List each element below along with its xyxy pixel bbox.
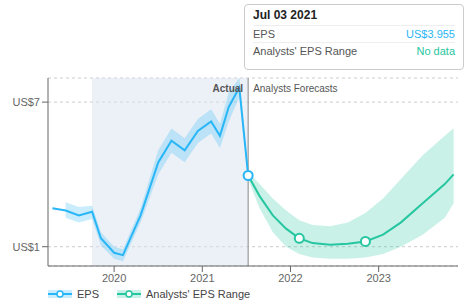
svg-text:2023: 2023 <box>366 272 390 284</box>
svg-text:US$1: US$1 <box>12 241 40 253</box>
html-text:EPS: EPS <box>77 288 99 300</box>
html-text:Jul 03 2021: Jul 03 2021 <box>253 8 318 22</box>
html-text:EPS: EPS <box>253 28 275 40</box>
html-text:No data: No data <box>416 45 455 57</box>
html-text:Analysts' EPS Range: Analysts' EPS Range <box>253 45 358 57</box>
html-text:Analysts' EPS Range: Analysts' EPS Range <box>146 288 251 300</box>
svg-text:US$7: US$7 <box>12 96 40 108</box>
svg-text:Actual: Actual <box>213 83 244 94</box>
html-text:US$3.955: US$3.955 <box>406 28 455 40</box>
svg-text:2021: 2021 <box>190 272 214 284</box>
svg-text:2022: 2022 <box>278 272 302 284</box>
svg-text:2020: 2020 <box>102 272 126 284</box>
svg-text:Analysts Forecasts: Analysts Forecasts <box>253 83 337 94</box>
